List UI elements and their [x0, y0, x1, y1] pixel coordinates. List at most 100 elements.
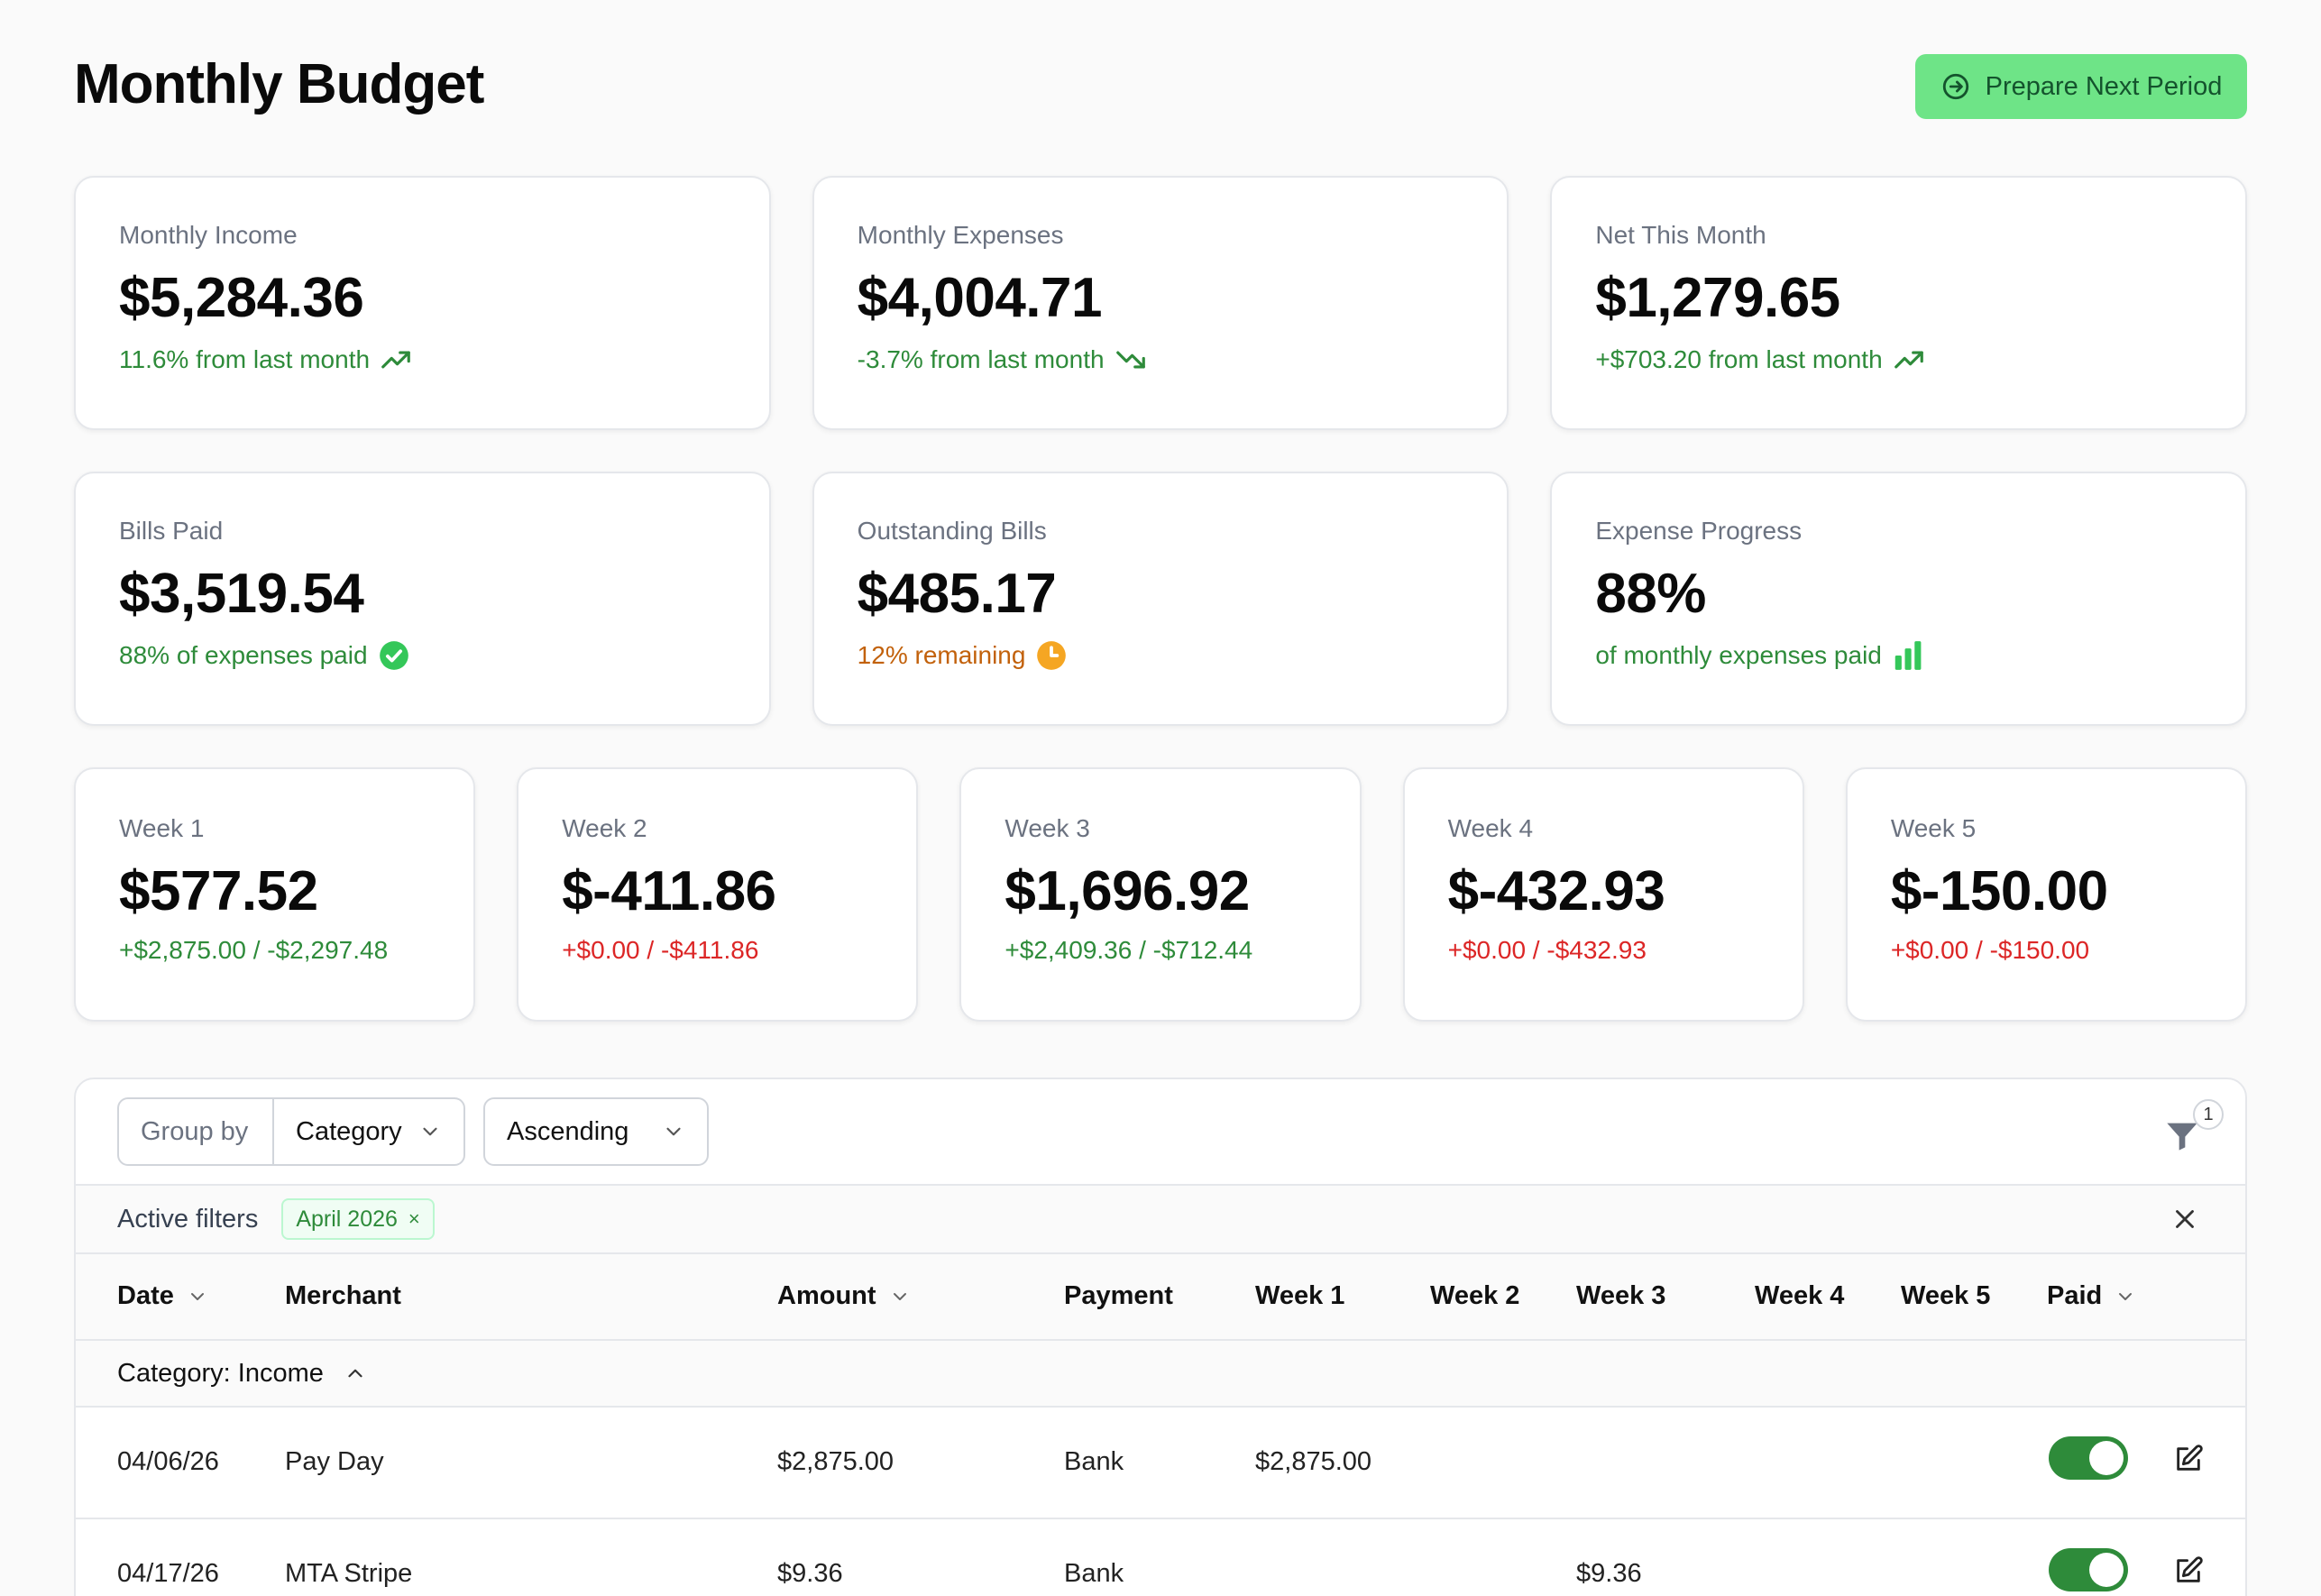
card-value: $-150.00 [1890, 860, 2108, 922]
header: Monthly Budget Prepare Next Period [74, 0, 2247, 176]
card-sub: 11.6% from last month [119, 343, 726, 377]
cell-merchant: MTA Stripe [285, 1559, 413, 1588]
card-sub: of monthly expenses paid [1595, 638, 2202, 673]
trending-up-icon [1894, 351, 1923, 369]
chevron-up-icon [348, 1369, 362, 1378]
sort-order-value: Ascending [507, 1116, 629, 1146]
card-bills-paid: Bills Paid $3,519.54 88% of expenses pai… [74, 472, 771, 726]
table-header: Date Merchant Amount Payment Week 1 Week… [76, 1254, 2245, 1341]
trending-up-icon [381, 351, 410, 369]
group-header-label: Category: Income [117, 1358, 324, 1388]
cell-date: 04/06/26 [117, 1447, 219, 1476]
clock-icon [1037, 641, 1067, 670]
card-sub-text: 88% of expenses paid [119, 641, 368, 669]
card-value: $4,004.71 [857, 267, 1103, 329]
column-week-4: Week 4 [1755, 1281, 1845, 1310]
card-monthly-income: Monthly Income $5,284.36 11.6% from last… [74, 176, 771, 430]
bar-chart-icon [1894, 641, 1922, 670]
chevron-down-icon [190, 1292, 204, 1300]
group-by-select[interactable]: Category [274, 1117, 463, 1147]
column-payment: Payment [1064, 1281, 1173, 1310]
column-date[interactable]: Date [117, 1281, 208, 1311]
card-sub-text: 11.6% from last month [119, 345, 371, 373]
cell-week-3: $9.36 [1576, 1559, 1642, 1588]
filter-chip-label: April 2026 [296, 1206, 398, 1232]
active-filters-bar: Active filters April 2026 × [76, 1186, 2245, 1254]
column-week-3: Week 3 [1576, 1281, 1666, 1310]
edit-icon[interactable] [2173, 1555, 2204, 1586]
card-value: $5,284.36 [119, 267, 364, 329]
check-circle-icon [379, 641, 408, 670]
cell-payment: Bank [1064, 1447, 1124, 1476]
clear-filters-icon[interactable] [2170, 1204, 2200, 1234]
column-paid[interactable]: Paid [2047, 1281, 2136, 1311]
card-sub-text: +$703.20 from last month [1595, 345, 1883, 373]
arrow-right-circle-icon [1942, 73, 1968, 100]
bill-cards: Bills Paid $3,519.54 88% of expenses pai… [74, 472, 2248, 726]
card-label: Bills Paid [119, 517, 224, 545]
card-sub: +$2,409.36 / -$712.44 [1005, 936, 1253, 964]
summary-cards: Monthly Income $5,284.36 11.6% from last… [74, 176, 2248, 430]
card-expense-progress: Expense Progress 88% of monthly expenses… [1550, 472, 2248, 726]
card-label: Monthly Expenses [857, 221, 1064, 249]
card-value: $577.52 [119, 860, 318, 922]
table-row: 04/06/26 Pay Day $2,875.00 Bank $2,875.0… [76, 1408, 2245, 1519]
card-week-2: Week 2 $-411.86 +$0.00 / -$411.86 [517, 767, 919, 1022]
card-sub: +$0.00 / -$150.00 [1890, 936, 2090, 964]
filter-button[interactable]: 1 [2164, 1099, 2224, 1159]
card-label: Week 3 [1005, 814, 1090, 842]
chevron-down-icon [423, 1127, 437, 1136]
card-label: Monthly Income [119, 221, 298, 249]
column-amount-label: Amount [777, 1281, 876, 1310]
card-label: Expense Progress [1595, 517, 1803, 545]
active-filters-label: Active filters [117, 1204, 259, 1234]
chevron-down-icon [893, 1292, 906, 1300]
paid-toggle[interactable] [2049, 1436, 2128, 1480]
chevron-down-icon [2119, 1292, 2133, 1300]
filter-chip[interactable]: April 2026 × [281, 1198, 435, 1240]
group-by-control: Group by Category [117, 1097, 465, 1166]
cell-date: 04/17/26 [117, 1559, 219, 1588]
card-sub: 12% remaining [858, 638, 1464, 673]
filter-count-badge: 1 [2193, 1099, 2224, 1130]
card-sub-text: of monthly expenses paid [1595, 641, 1882, 669]
paid-toggle[interactable] [2049, 1548, 2128, 1591]
table-row: 04/17/26 MTA Stripe $9.36 Bank $9.36 [76, 1519, 2245, 1596]
column-week-5: Week 5 [1901, 1281, 1991, 1310]
sort-order-select[interactable]: Ascending [483, 1097, 709, 1166]
card-label: Week 1 [119, 814, 205, 842]
remove-filter-icon[interactable]: × [408, 1207, 420, 1230]
prepare-next-period-label: Prepare Next Period [1985, 71, 2223, 101]
card-week-3: Week 3 $1,696.92 +$2,409.36 / -$712.44 [959, 767, 1362, 1022]
week-cards: Week 1 $577.52 +$2,875.00 / -$2,297.48 W… [74, 767, 2248, 1022]
cell-payment: Bank [1064, 1559, 1124, 1588]
card-value: $-411.86 [562, 860, 776, 922]
filter-icon [2167, 1123, 2197, 1151]
card-value: $1,696.92 [1005, 860, 1250, 922]
cell-week-1: $2,875.00 [1255, 1447, 1372, 1476]
card-monthly-expenses: Monthly Expenses $4,004.71 -3.7% from la… [812, 176, 1509, 430]
card-sub: +$0.00 / -$432.93 [1447, 936, 1647, 964]
group-header-income[interactable]: Category: Income [76, 1341, 2245, 1408]
card-label: Net This Month [1595, 221, 1766, 249]
card-label: Week 4 [1447, 814, 1534, 842]
cell-amount: $9.36 [777, 1559, 843, 1588]
column-paid-label: Paid [2047, 1281, 2103, 1310]
column-date-label: Date [117, 1281, 174, 1310]
card-week-4: Week 4 $-432.93 +$0.00 / -$432.93 [1402, 767, 1804, 1022]
edit-icon[interactable] [2173, 1444, 2204, 1474]
prepare-next-period-button[interactable]: Prepare Next Period [1915, 54, 2247, 119]
card-sub-text: -3.7% from last month [857, 345, 1105, 373]
card-value: $-432.93 [1447, 860, 1665, 922]
chevron-down-icon [666, 1127, 681, 1136]
column-amount[interactable]: Amount [777, 1281, 911, 1311]
column-merchant-label: Merchant [285, 1281, 401, 1310]
page-title: Monthly Budget [74, 53, 484, 115]
card-outstanding-bills: Outstanding Bills $485.17 12% remaining [812, 472, 1509, 726]
card-sub: -3.7% from last month [858, 343, 1464, 377]
card-value: $485.17 [857, 563, 1057, 625]
group-by-label: Group by [119, 1099, 274, 1164]
column-week-1: Week 1 [1255, 1281, 1345, 1310]
card-sub: +$2,875.00 / -$2,297.48 [119, 936, 389, 964]
